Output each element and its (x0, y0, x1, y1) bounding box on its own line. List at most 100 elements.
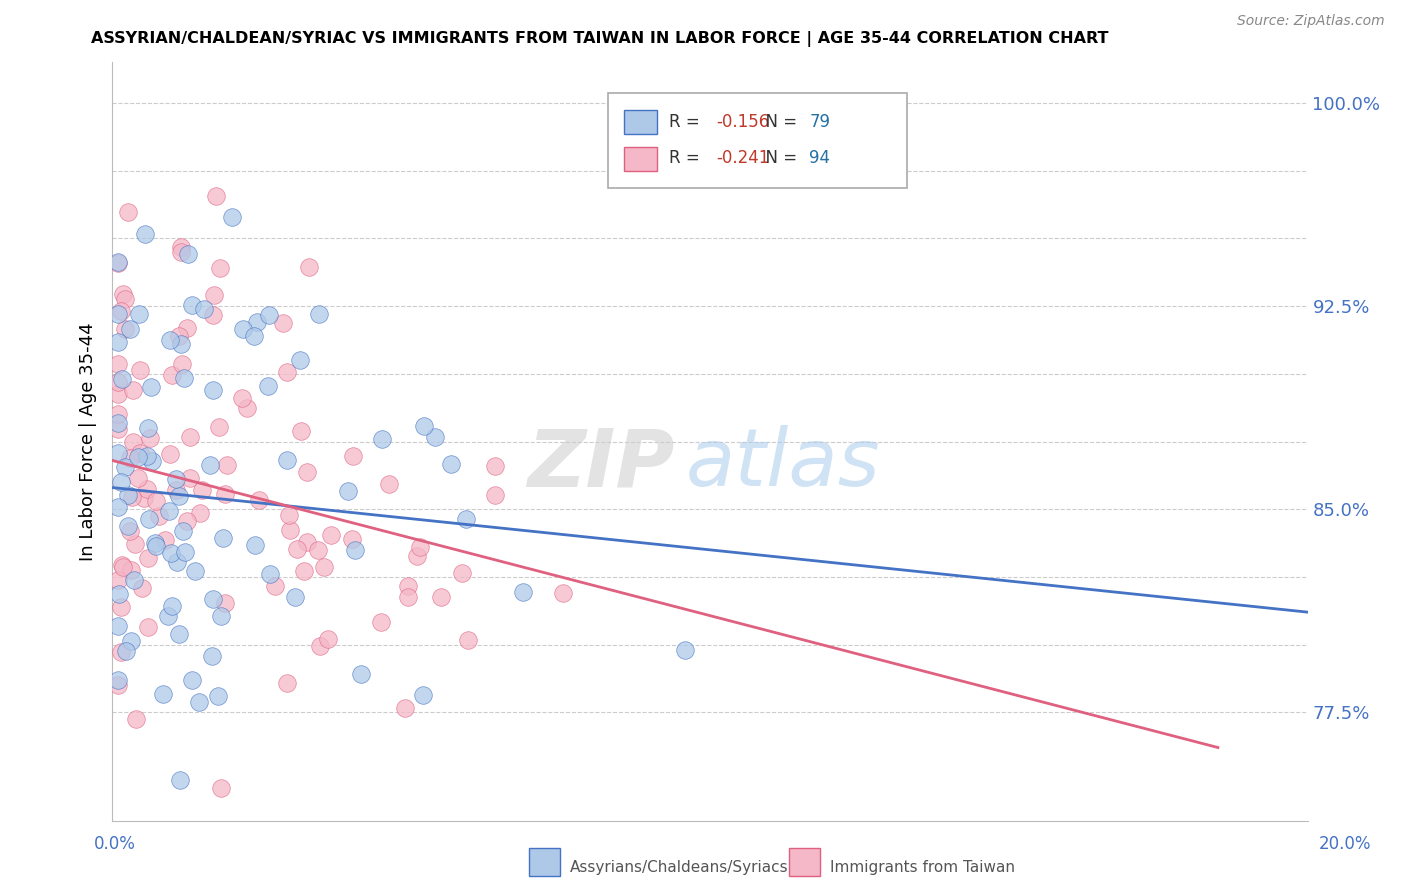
Text: 0.0%: 0.0% (94, 835, 136, 853)
Point (169, 489, 191, 503)
Point (114, 293, 136, 307)
Point (114, 459, 136, 474)
Point (257, 379, 280, 393)
Point (187, 695, 209, 709)
Text: atlas: atlas (686, 425, 882, 503)
Point (107, 256, 129, 270)
Point (221, 210, 243, 224)
Point (139, 380, 162, 394)
Point (340, 532, 363, 546)
Point (165, 483, 187, 497)
Point (179, 430, 201, 444)
Point (107, 678, 129, 692)
Point (247, 492, 270, 507)
Point (288, 353, 311, 368)
Point (292, 564, 315, 578)
Point (110, 558, 132, 572)
Point (111, 559, 134, 574)
Point (170, 358, 193, 372)
Point (454, 512, 477, 526)
Point (124, 537, 146, 551)
Point (107, 587, 129, 601)
Point (134, 227, 156, 241)
Point (673, 643, 696, 657)
Point (138, 420, 160, 434)
Point (177, 246, 200, 260)
Point (160, 599, 183, 614)
Point (264, 579, 287, 593)
Point (107, 422, 129, 436)
Point (430, 590, 453, 604)
Point (440, 457, 463, 471)
Point (120, 524, 142, 539)
Point (128, 307, 150, 321)
Point (159, 333, 181, 347)
Text: ASSYRIAN/CHALDEAN/SYRIAC VS IMMIGRANTS FROM TAIWAN IN LABOR FORCE | AGE 35-44 CO: ASSYRIAN/CHALDEAN/SYRIAC VS IMMIGRANTS F… (91, 31, 1109, 47)
Point (512, 584, 534, 599)
Point (107, 334, 129, 349)
Point (128, 363, 150, 377)
Point (412, 689, 434, 703)
Point (350, 666, 373, 681)
Point (165, 473, 187, 487)
Text: N =: N = (755, 149, 803, 167)
Text: Immigrants from Taiwan: Immigrants from Taiwan (830, 860, 1015, 874)
Point (153, 533, 176, 548)
Point (131, 581, 153, 595)
Point (136, 551, 159, 566)
Text: -0.241: -0.241 (716, 149, 769, 167)
Point (117, 205, 139, 219)
Point (135, 483, 157, 497)
Point (111, 372, 134, 386)
Point (396, 579, 419, 593)
Text: 94: 94 (810, 149, 830, 167)
Point (138, 431, 160, 445)
Point (217, 458, 239, 472)
Point (120, 563, 142, 577)
Text: R =: R = (669, 112, 706, 130)
Point (118, 450, 141, 465)
Point (127, 450, 149, 465)
Point (180, 298, 202, 312)
Point (107, 445, 129, 459)
Point (173, 371, 195, 385)
Point (172, 524, 194, 539)
Point (308, 639, 330, 653)
Point (209, 260, 232, 275)
Point (205, 189, 228, 203)
Point (295, 534, 318, 549)
Point (136, 449, 159, 463)
Point (117, 488, 139, 502)
Point (457, 632, 479, 647)
Point (117, 519, 139, 533)
Point (160, 546, 183, 560)
Text: Assyrians/Chaldeans/Syriacs: Assyrians/Chaldeans/Syriacs (569, 860, 787, 874)
Point (394, 701, 416, 715)
Point (316, 632, 339, 647)
Point (425, 430, 447, 444)
Point (271, 316, 294, 330)
Point (107, 500, 129, 515)
Text: Source: ZipAtlas.com: Source: ZipAtlas.com (1237, 14, 1385, 28)
Point (202, 288, 225, 302)
Point (308, 307, 330, 321)
Point (107, 407, 129, 421)
Point (148, 508, 170, 523)
Point (307, 542, 329, 557)
Point (209, 608, 232, 623)
Point (110, 475, 132, 489)
Point (152, 687, 174, 701)
Text: -0.156: -0.156 (716, 112, 769, 130)
Point (409, 540, 432, 554)
FancyBboxPatch shape (624, 146, 658, 171)
Point (198, 458, 221, 472)
Point (209, 780, 232, 795)
Point (176, 514, 198, 528)
Point (188, 506, 211, 520)
Point (120, 322, 142, 336)
Point (406, 549, 429, 564)
Point (183, 564, 205, 578)
Point (107, 673, 129, 687)
Point (107, 416, 129, 430)
Point (122, 573, 145, 587)
